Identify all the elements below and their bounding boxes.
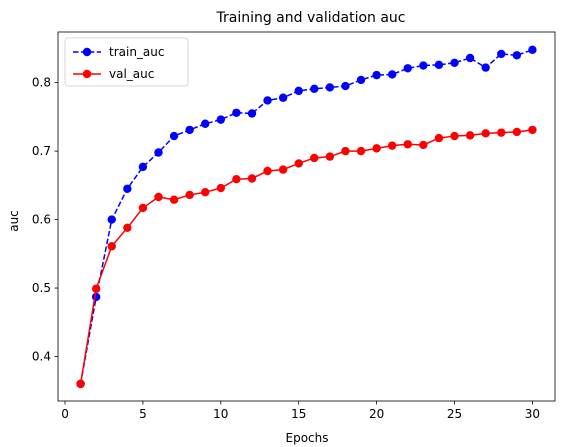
data-point-train_auc <box>481 63 490 72</box>
series-line-val_auc <box>79 129 533 385</box>
data-point-train_auc <box>497 49 506 59</box>
data-point-val_auc <box>294 159 303 168</box>
data-point-train_auc <box>91 292 101 302</box>
data-point-val_auc <box>232 174 241 184</box>
data-point-val_auc <box>372 144 381 153</box>
data-point-train_auc <box>528 45 537 54</box>
data-point-val_auc <box>185 190 194 200</box>
data-point-val_auc <box>201 188 210 197</box>
data-point-train_auc <box>372 70 381 80</box>
data-point-val_auc <box>419 140 428 150</box>
data-point-val_auc <box>325 152 335 161</box>
data-point-val_auc <box>387 141 397 150</box>
data-point-train_auc <box>278 93 288 102</box>
data-point-val_auc <box>138 203 148 213</box>
data-point-val_auc <box>403 140 412 149</box>
y-tick-label: 0.5 <box>32 281 51 295</box>
data-point-train_auc <box>247 109 257 118</box>
data-point-val_auc <box>341 146 350 156</box>
data-point-val_auc <box>434 133 444 143</box>
data-point-train_auc <box>387 70 397 79</box>
x-tick-label: 5 <box>139 407 147 421</box>
data-point-train_auc <box>465 53 475 63</box>
x-tick-label: 30 <box>525 407 540 421</box>
data-point-val_auc <box>450 131 459 141</box>
legend: train_auc val_auc <box>64 37 189 87</box>
data-point-train_auc <box>419 61 428 70</box>
axes: 0 5 10 15 20 25 30 0.4 0.5 0.6 0.7 0.8 <box>32 31 556 421</box>
data-point-val_auc <box>278 165 288 174</box>
data-point-val_auc <box>154 192 163 202</box>
data-point-train_auc <box>294 86 303 96</box>
legend-label-val_auc: val_auc <box>109 67 154 81</box>
data-point-train_auc <box>450 58 459 68</box>
data-point-train_auc <box>356 75 366 85</box>
y-tick-label: 0.7 <box>32 144 51 158</box>
data-point-val_auc <box>356 146 366 156</box>
data-point-train_auc <box>434 60 444 70</box>
data-point-val_auc <box>465 131 475 140</box>
y-axis-title: auc <box>7 210 21 232</box>
data-point-train_auc <box>341 81 350 91</box>
data-point-val_auc <box>247 174 257 183</box>
data-point-val_auc <box>123 223 132 232</box>
data-point-train_auc <box>107 215 116 224</box>
data-point-train_auc <box>512 51 522 60</box>
data-point-train_auc <box>263 96 272 105</box>
x-tick-label: 10 <box>213 407 228 421</box>
data-point-train_auc <box>185 125 194 135</box>
data-point-val_auc <box>512 127 522 137</box>
data-point-val_auc <box>310 153 319 163</box>
x-tick-label: 25 <box>447 407 462 421</box>
data-point-train_auc <box>403 64 412 73</box>
series-line-train_auc <box>79 49 533 385</box>
data-point-val_auc <box>497 128 506 137</box>
data-point-val_auc <box>91 284 101 293</box>
plot-frame <box>57 31 556 402</box>
y-tick-label: 0.4 <box>32 350 51 364</box>
data-point-val_auc <box>107 242 116 251</box>
data-point-train_auc <box>154 148 163 157</box>
legend-label-train_auc: train_auc <box>109 45 165 59</box>
legend-marker-train_auc <box>82 47 92 57</box>
data-point-val_auc <box>216 183 226 193</box>
data-point-train_auc <box>169 131 179 141</box>
y-tick-label: 0.6 <box>32 213 51 227</box>
x-tick-label: 20 <box>369 407 384 421</box>
data-point-val_auc <box>169 195 179 204</box>
legend-marker-val_auc <box>82 69 92 79</box>
y-tick-label: 0.8 <box>32 76 51 90</box>
plot-area <box>76 45 537 389</box>
data-point-val_auc <box>481 129 490 138</box>
x-tick-label: 0 <box>61 407 69 421</box>
data-point-train_auc <box>232 108 241 117</box>
data-point-val_auc <box>263 166 272 176</box>
data-point-train_auc <box>325 83 335 92</box>
data-point-val_auc <box>76 379 85 389</box>
x-tick-label: 15 <box>291 407 306 421</box>
chart-title: Training and validation auc <box>215 10 405 26</box>
x-axis-title: Epochs <box>286 431 329 445</box>
data-point-train_auc <box>310 84 319 94</box>
data-point-train_auc <box>201 119 210 128</box>
data-point-train_auc <box>123 184 132 193</box>
data-point-train_auc <box>138 162 148 172</box>
data-point-train_auc <box>216 115 226 124</box>
data-point-val_auc <box>528 125 537 135</box>
